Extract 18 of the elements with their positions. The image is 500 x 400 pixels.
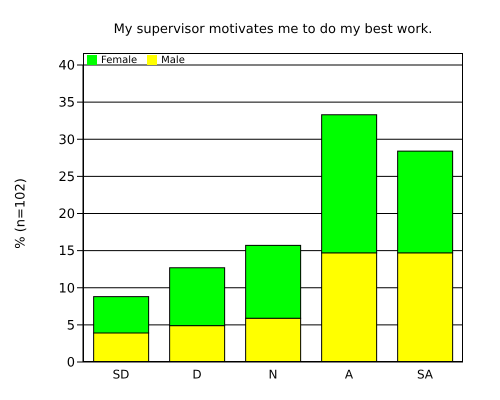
x-tick-label: SA bbox=[416, 368, 434, 382]
chart-title: My supervisor motivates me to do my best work. bbox=[112, 22, 434, 37]
y-tick-label: 40 bbox=[58, 58, 75, 74]
y-tick-label: 20 bbox=[58, 207, 75, 222]
x-tick-label: A bbox=[344, 368, 354, 382]
x-tick-label: SD bbox=[112, 368, 130, 382]
y-tick-label: 25 bbox=[58, 170, 75, 185]
x-tick-label: N bbox=[268, 368, 278, 382]
legend-label: Male bbox=[161, 55, 185, 66]
x-tick-label: D bbox=[192, 368, 202, 382]
y-axis-title: % (n=102) bbox=[14, 178, 29, 249]
y-tick-label: 0 bbox=[66, 356, 75, 371]
y-tick-label: 10 bbox=[58, 281, 75, 296]
y-tick-label: 30 bbox=[58, 132, 75, 148]
legend-label: Female bbox=[101, 55, 138, 66]
y-tick-label: 15 bbox=[58, 244, 75, 260]
y-tick-label: 35 bbox=[58, 96, 75, 111]
y-tick-label: 5 bbox=[66, 318, 75, 334]
